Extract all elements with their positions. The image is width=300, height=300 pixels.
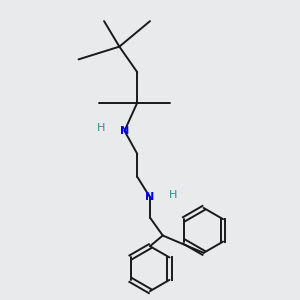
Text: H: H [169,190,177,200]
Text: N: N [146,192,154,202]
Text: N: N [120,126,129,136]
Text: H: H [97,123,106,133]
